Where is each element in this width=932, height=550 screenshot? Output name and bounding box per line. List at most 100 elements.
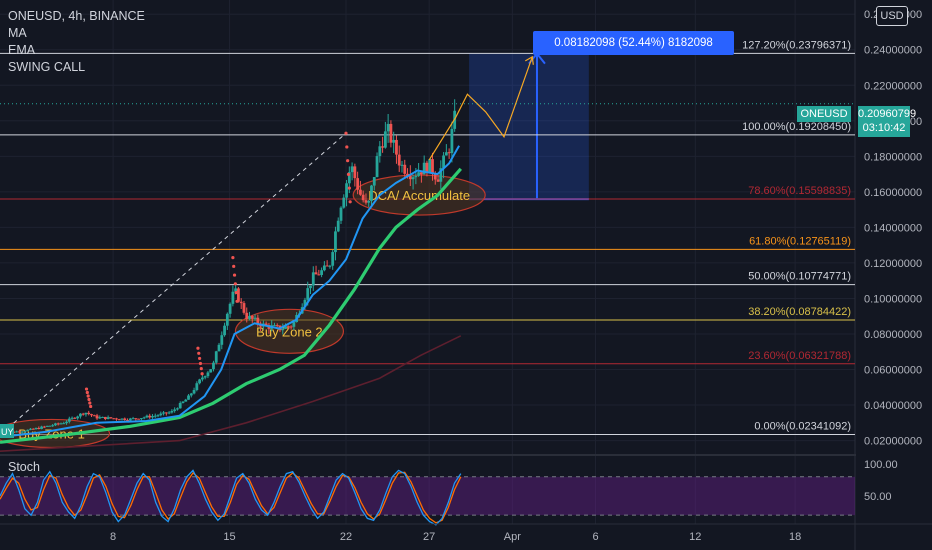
candle-body	[90, 414, 93, 416]
signal-badge	[0, 424, 14, 438]
candle-body	[317, 274, 321, 276]
candle-body	[303, 299, 307, 308]
candle-body	[26, 429, 30, 432]
candle-body	[353, 166, 357, 179]
candle-body	[70, 417, 74, 419]
candle-body	[367, 200, 371, 203]
candle-body	[139, 418, 143, 420]
candle-body	[264, 323, 268, 326]
indicator-ema-label[interactable]: EMA	[8, 43, 36, 57]
candle-body	[123, 418, 127, 420]
candle-body	[189, 393, 193, 396]
candle-body	[447, 152, 451, 154]
symbol-title[interactable]: ONEUSD, 4h, BINANCE	[8, 9, 145, 23]
candle-body	[406, 173, 409, 176]
currency-button[interactable]: USD	[876, 6, 908, 26]
candle-body	[115, 418, 118, 420]
time-tick-label: 22	[340, 531, 352, 543]
fib-level-label: 100.00%(0.19208450)	[742, 121, 851, 133]
candle-body	[42, 426, 46, 428]
price-tick-label: 0.10000000	[864, 293, 922, 305]
candle-body	[98, 417, 102, 419]
swing-call-dot	[345, 145, 349, 149]
candle-body	[414, 175, 418, 178]
candle-body	[145, 415, 149, 418]
fib-level-label: 78.60%(0.15598835)	[748, 185, 851, 197]
price-tick-label: 0.12000000	[864, 258, 922, 270]
candle-body	[95, 415, 99, 419]
candle-body	[81, 413, 85, 415]
current-price-value: 0.20960799	[858, 108, 917, 120]
candle-body	[203, 376, 207, 378]
swing-call-dot	[85, 390, 89, 395]
candle-body	[231, 291, 235, 304]
swing-call-dot	[344, 131, 348, 135]
annotation-labels: UY	[0, 424, 14, 438]
candle-body	[370, 185, 373, 201]
candle-body	[225, 313, 229, 326]
candle-body	[29, 428, 32, 430]
indicator-ma-label[interactable]: MA	[8, 26, 27, 40]
measure-layer	[469, 52, 589, 201]
candle-body	[239, 301, 243, 304]
candle-body	[209, 369, 213, 373]
stoch-title[interactable]: Stoch	[8, 460, 40, 474]
swing-call-dot	[84, 387, 89, 391]
projection-arrow-head	[524, 55, 534, 65]
candle-body	[425, 162, 429, 174]
candle-body	[245, 312, 249, 319]
candle-body	[334, 231, 337, 253]
fib-level-label: 0.00%(0.02341092)	[754, 421, 851, 433]
price-axis-bg	[856, 0, 932, 550]
fib-levels: 127.20%(0.23796371) 100.00%(0.19208450) 78…	[0, 39, 855, 436]
stoch-tick-label: 50.00	[864, 491, 892, 503]
candle-body	[450, 128, 454, 153]
stoch-tick-label: 100.00	[864, 459, 898, 471]
price-tick-label: 0.22000000	[864, 80, 922, 92]
candle-body	[23, 431, 27, 433]
swing-call-dot	[198, 361, 203, 366]
candle-body	[137, 418, 141, 420]
candle-body	[214, 351, 218, 363]
ma-line	[0, 167, 463, 444]
candle-body	[228, 303, 232, 314]
candle-body	[378, 146, 382, 157]
candle-body	[325, 265, 329, 267]
candle-body	[428, 159, 432, 174]
candle-body	[51, 425, 55, 427]
current-price-tag: 0.20960799 03:10:42	[858, 106, 917, 137]
candle-body	[389, 123, 393, 143]
measure-label[interactable]: 0.08182098 (52.44%) 8182098	[533, 31, 734, 55]
candle-body	[359, 189, 362, 195]
candle-body	[15, 431, 19, 433]
candle-body	[151, 416, 154, 418]
candle-body	[444, 152, 448, 156]
time-tick-label: 18	[789, 531, 801, 543]
swing-call-dot	[232, 273, 237, 277]
candle-body	[120, 418, 124, 420]
candle-body	[142, 417, 146, 419]
candle-body	[242, 303, 246, 313]
candle-body	[34, 428, 38, 430]
candle-body	[433, 173, 437, 180]
indicator-swing-call-label[interactable]: SWING CALL	[8, 60, 86, 74]
candle-body	[375, 156, 379, 178]
candle-body	[167, 412, 171, 414]
fib-level-label: 50.00%(0.10774771)	[748, 271, 851, 283]
candle-body	[78, 413, 82, 417]
candle-body	[345, 183, 348, 198]
candle-body	[84, 412, 88, 415]
candle-body	[184, 399, 188, 402]
candle-body	[164, 412, 168, 414]
time-tick-label: 12	[689, 531, 701, 543]
candle-body	[54, 423, 57, 426]
measure-range-box	[469, 53, 589, 200]
candle-body	[162, 412, 165, 414]
candle-body	[176, 408, 179, 410]
candle-body	[320, 270, 323, 275]
swing-call-dot	[231, 255, 235, 260]
candle-body	[431, 159, 434, 174]
dca-zone-label: DCA/ Accumulate	[368, 188, 470, 203]
candle-body	[103, 416, 107, 420]
